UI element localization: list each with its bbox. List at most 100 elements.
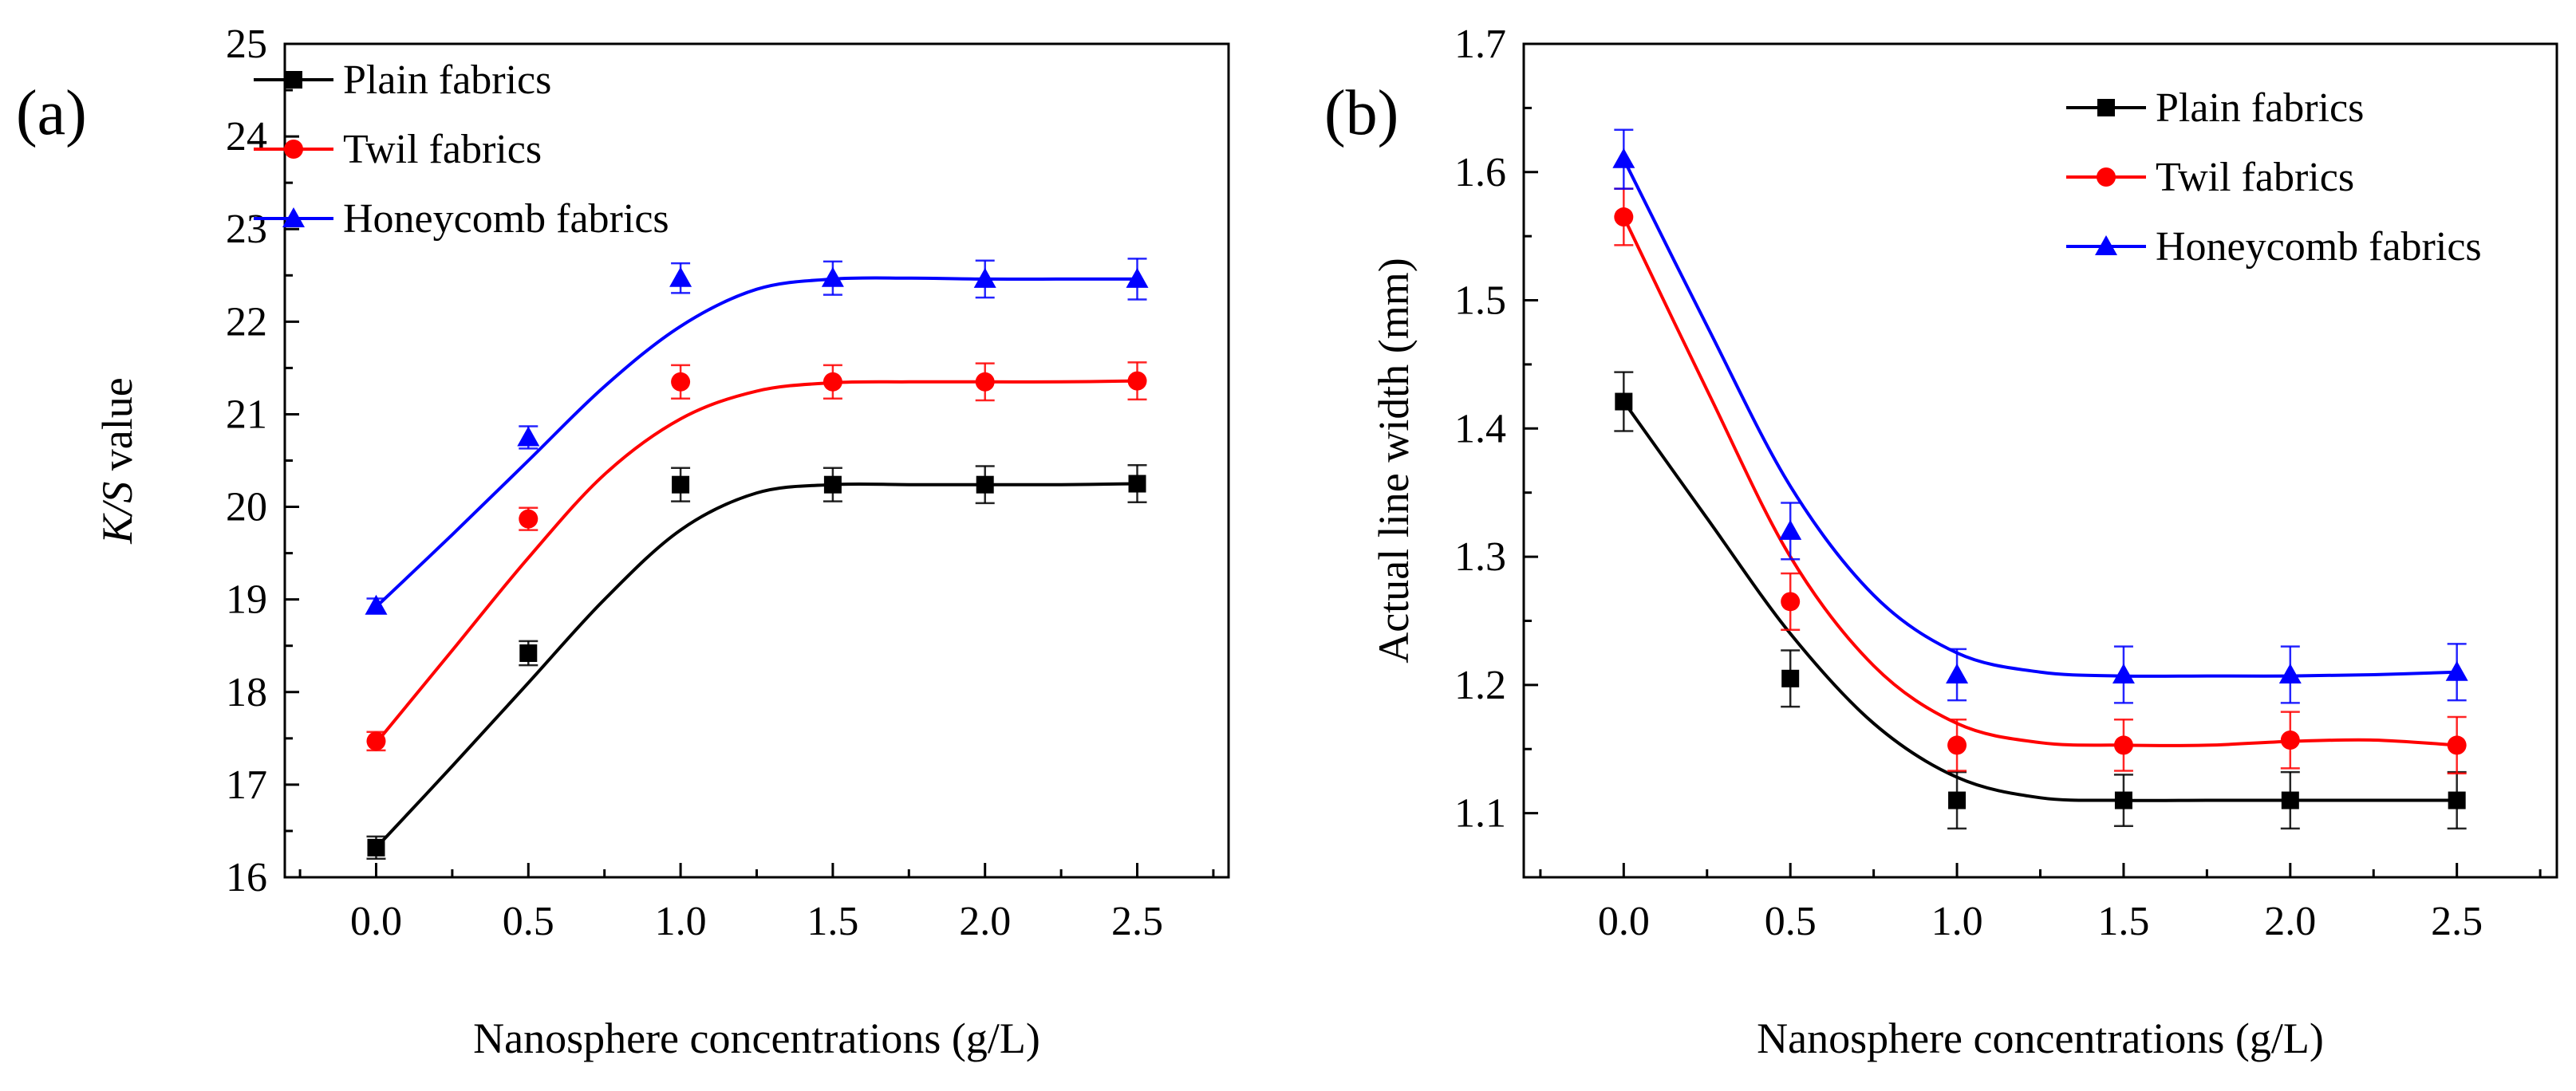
panel-a-y-tick-label: 22 (226, 299, 267, 345)
panel-b-honeycomb-fit-line (1622, 158, 2457, 678)
panel-a-label: (a) (16, 78, 87, 148)
panel-a-y-axis-title: K/S value (93, 377, 141, 544)
panel-b-honeycomb-point (1779, 519, 1802, 540)
panel-b-plot-frame (1522, 42, 2558, 879)
panel-a-honeycomb-point (365, 594, 388, 615)
panel-a-honeycomb-point (517, 426, 540, 447)
panel-b-plain-fit-line (1622, 400, 2457, 802)
panel-b-honeycomb-point (1946, 663, 1969, 683)
panel-b-x-tick-label: 2.0 (2264, 899, 2316, 944)
panel-a-twil-fit-line (374, 379, 1138, 744)
panel-a-y-tick-label: 17 (226, 762, 267, 808)
panel-a-twil-point (823, 372, 842, 392)
panel-b-x-tick-label: 0.5 (1765, 899, 1817, 944)
panel-b-twil-legend-label: Twil fabrics (2156, 155, 2354, 200)
panel-a-axes: 16 17 18 19 20 21 22 23 24 25 0.0 0.5 1.0 1.5 2.0 2.5 (226, 22, 1230, 944)
panel-b-x-axis-title: Nanosphere concentrations (g/L) (1757, 1014, 2324, 1062)
panel-a-twil-point (366, 731, 386, 751)
panel-b-twil-point (2447, 735, 2467, 755)
panel-b-plain-point (2281, 791, 2299, 809)
panel-a-y-axis-title-rest: value (93, 377, 141, 481)
panel-b-twil-point (1614, 207, 1634, 227)
panel-a-plain-point (672, 475, 690, 494)
panel-b-y-axis-title: Actual line width (mm) (1370, 258, 1418, 663)
panel-a-twil-legend-label: Twil fabrics (343, 127, 542, 172)
panel-b-y-tick-label: 1.3 (1454, 534, 1506, 580)
panel-b-legend: Plain fabrics Twil fabrics Honeycomb fabri… (2066, 85, 2482, 270)
panel-b-y-tick-label: 1.2 (1454, 663, 1506, 708)
panel-b-honeycomb-legend-label: Honeycomb fabrics (2156, 224, 2482, 270)
panel-b-twil-fit-line (1622, 216, 2457, 747)
panel-a-y-tick-label: 25 (226, 22, 267, 67)
panel-a-y-tick-label: 23 (226, 207, 267, 252)
panel-a-honeycomb-point (973, 267, 996, 288)
panel-a-honeycomb-point (669, 266, 692, 287)
panel-b-twil-point (1947, 735, 1967, 755)
panel-b-y-tick-label: 1.1 (1454, 791, 1506, 837)
panel-b-y-tick-label: 1.4 (1454, 406, 1506, 451)
panel-a-y-axis-title-italic: K/S (93, 482, 141, 545)
panel-b-honeycomb-legend-marker (2095, 235, 2117, 255)
panel-a-plain-point (519, 644, 538, 663)
panel-b-x-tick-label: 1.0 (1931, 899, 1983, 944)
panel-a-honeycomb-legend-marker (282, 207, 305, 227)
panel-b-y-tick-label: 1.6 (1454, 150, 1506, 195)
panel-a-y-tick-label: 16 (226, 855, 267, 900)
panel-a-twil-legend-marker (284, 140, 303, 159)
panel-b-honeycomb-point (2445, 660, 2468, 681)
panel-a-y-tick-label: 18 (226, 670, 267, 715)
panel-b-plain-point (2114, 791, 2132, 809)
panel-b-plain-point (1948, 791, 1967, 809)
panel-b-x-tick-label: 2.5 (2431, 899, 2483, 944)
panel-a-plain-point (976, 475, 994, 494)
panel-a-x-tick-label: 0.5 (503, 899, 554, 944)
panel-a-plain-fit-line (375, 482, 1138, 849)
panel-a-y-tick-label: 24 (226, 114, 267, 160)
panel-a-honeycomb-fit-line (375, 276, 1138, 609)
panel-a-twil-point (671, 372, 691, 392)
panel-a-y-tick-label: 19 (226, 577, 267, 623)
panel-a-x-tick-label: 1.0 (655, 899, 707, 944)
panel-b-axes: 1.1 1.2 1.3 1.4 1.5 1.6 1.7 0.0 0.5 1.0 1.5 2.0 2.5 (1454, 22, 2558, 944)
panel-a-plain-legend-label: Plain fabrics (343, 57, 551, 103)
panel-b-plain-legend-label: Plain fabrics (2156, 85, 2364, 131)
panel-a-x-axis-title: Nanosphere concentrations (g/L) (473, 1014, 1040, 1062)
panel-a-y-tick-label: 20 (226, 485, 267, 530)
panel-b-plain-point (1781, 669, 1800, 687)
panel-b-honeycomb-point (2112, 663, 2135, 683)
panel-b-honeycomb-point (2278, 663, 2302, 683)
panel-b-plain-point (1615, 392, 1633, 411)
panel-b: (b) 1.1 1.2 1.3 1.4 1.5 1.6 1.7 0.0 0.5 1.0 1.5 2.0… (1324, 22, 2558, 1062)
panel-b-honeycomb-point (1612, 148, 1635, 168)
panel-a-x-tick-label: 2.0 (959, 899, 1011, 944)
panel-a-plain-legend-marker (285, 71, 302, 89)
panel-a-series (365, 258, 1149, 861)
panel-b-twil-point (2280, 730, 2300, 750)
panel-a-legend: Plain fabrics Twil fabrics Honeycomb fabri… (254, 57, 669, 242)
panel-a-plain-point (1128, 475, 1146, 493)
panel-b-y-tick-label: 1.5 (1454, 278, 1506, 324)
panel-b-plain-point (2448, 791, 2466, 809)
panel-b-twil-point (2113, 735, 2133, 755)
panel-a: (a) 16 17 18 19 20 21 22 23 24 25 0.0 0.5 1.0 1.5 2.0 2… (16, 22, 1230, 1062)
panel-b-label: (b) (1324, 78, 1398, 148)
panel-a-twil-point (519, 509, 538, 529)
panel-b-x-tick-label: 0.0 (1598, 899, 1650, 944)
panel-b-y-tick-label: 1.7 (1454, 22, 1506, 67)
panel-a-honeycomb-point (821, 266, 844, 287)
panel-b-twil-point (1781, 592, 1801, 612)
panel-b-x-tick-label: 1.5 (2097, 899, 2149, 944)
panel-a-y-tick-label: 21 (226, 392, 267, 437)
panel-a-twil-point (1127, 371, 1147, 391)
panel-a-honeycomb-point (1126, 267, 1149, 288)
panel-b-series (1612, 128, 2468, 830)
panel-b-twil-legend-marker (2097, 167, 2116, 187)
panel-a-plain-point (367, 838, 385, 857)
panel-a-x-tick-label: 0.0 (350, 899, 402, 944)
panel-a-twil-point (975, 372, 995, 392)
panel-a-x-tick-label: 1.5 (807, 899, 858, 944)
panel-a-x-tick-label: 2.5 (1111, 899, 1163, 944)
panel-b-plain-legend-marker (2097, 99, 2115, 116)
panel-a-honeycomb-legend-label: Honeycomb fabrics (343, 196, 669, 242)
